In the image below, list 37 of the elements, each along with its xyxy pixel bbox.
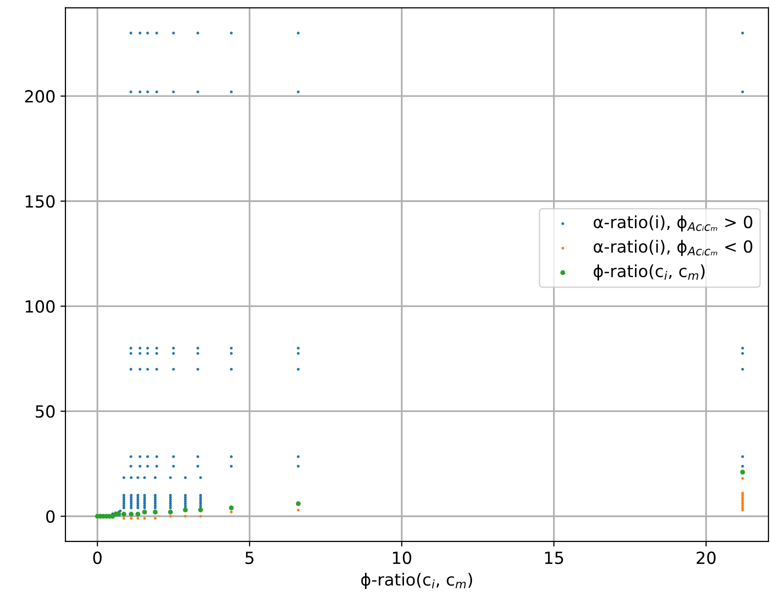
point [130, 516, 133, 520]
point [182, 508, 188, 512]
point [136, 516, 140, 520]
point [152, 510, 158, 514]
y-tick-label: 100 [26, 300, 55, 313]
x-tick-label: 0 [93, 551, 102, 564]
point [169, 514, 172, 518]
point [740, 470, 745, 475]
legend-label: α-ratio(i), ϕ$_{Acᵢcₘ}$ < 0 [594, 240, 752, 256]
point [741, 477, 744, 480]
point [228, 505, 234, 510]
y-tick-label: 0 [46, 510, 55, 523]
point [143, 516, 146, 520]
y-tick-label: 150 [26, 195, 55, 208]
legend-label: ϕ-ratio(c$_{i}$, c$_{m}$) [594, 264, 705, 281]
point [184, 514, 187, 518]
x-tick-label: 20 [696, 551, 716, 564]
x-tick-label: 5 [246, 552, 254, 564]
y-tick-label: 200 [25, 90, 55, 103]
x-tick-label: 15 [545, 552, 564, 564]
y-tick-label: 50 [36, 405, 55, 418]
point [122, 516, 126, 520]
point [168, 510, 173, 514]
point [199, 514, 202, 518]
point [741, 508, 744, 512]
point [296, 508, 300, 512]
point [142, 510, 147, 514]
legend-label: α-ratio(i), ϕ$_{Acᵢcₘ}$ > 0 [594, 215, 752, 232]
point [128, 512, 134, 517]
point [135, 512, 140, 517]
x-tick-label: 10 [392, 551, 412, 564]
point [230, 510, 233, 514]
point [296, 501, 301, 506]
x-axis-title: ϕ-ratio(c$_{i}$, c$_{m}$) [361, 572, 472, 590]
point [198, 508, 203, 512]
point [154, 516, 157, 520]
point [121, 512, 126, 517]
